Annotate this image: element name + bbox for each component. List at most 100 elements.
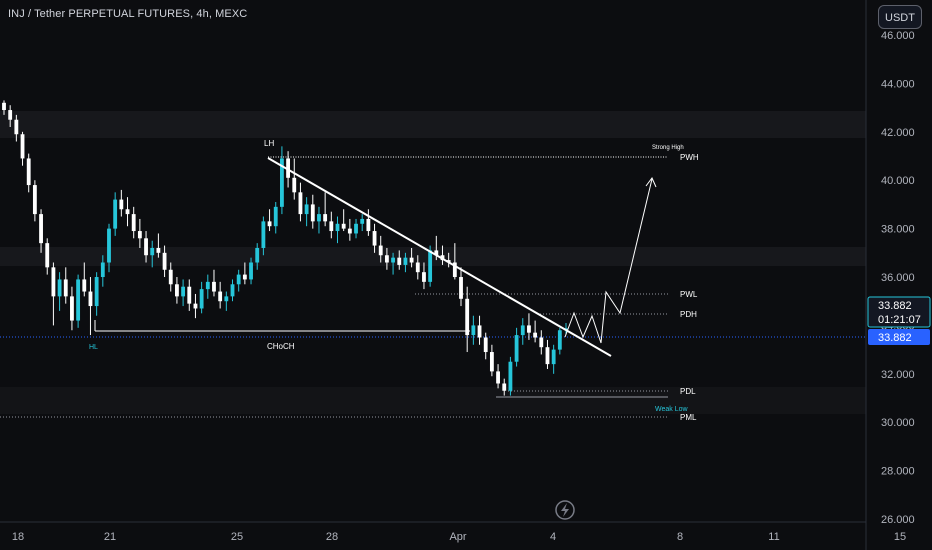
candle-body xyxy=(508,361,513,391)
candle-body xyxy=(137,231,142,239)
candle-body xyxy=(341,223,346,229)
candle-body xyxy=(323,214,328,222)
currency-button[interactable]: USDT xyxy=(878,5,922,29)
candle-body xyxy=(520,325,525,336)
candle-body xyxy=(131,214,136,232)
demand-zone xyxy=(0,387,866,414)
candle-body xyxy=(162,252,167,270)
candle-body xyxy=(415,262,420,273)
candle-body xyxy=(354,223,358,234)
projection-arrowhead xyxy=(645,177,657,188)
candle-body xyxy=(168,269,173,285)
candle-body xyxy=(94,277,99,307)
chart-title: INJ / Tether PERPETUAL FUTURES, 4h, MEXC xyxy=(8,8,248,20)
candle-body xyxy=(545,347,550,365)
candle-body xyxy=(224,296,229,302)
candle-body xyxy=(304,204,309,215)
candle-body xyxy=(335,223,340,232)
candle-body xyxy=(82,279,87,292)
lightning-icon[interactable] xyxy=(555,500,575,520)
candle-body xyxy=(187,286,192,304)
strong-high-label: Strong High xyxy=(652,145,684,151)
candle-body xyxy=(181,286,186,297)
candle-body xyxy=(310,204,315,222)
candle-body xyxy=(199,289,204,309)
candle-body xyxy=(360,218,365,224)
candle-body xyxy=(57,279,62,297)
candle-body xyxy=(150,247,155,256)
candle-body xyxy=(422,272,426,282)
y-tick-label: 38.000 xyxy=(881,224,915,236)
candle-body xyxy=(156,247,161,253)
candle-body xyxy=(471,325,476,336)
candle-body xyxy=(452,262,457,278)
candle-body xyxy=(527,325,531,333)
y-tick-label: 32.000 xyxy=(881,369,915,381)
candle-body xyxy=(242,274,247,280)
candle-body xyxy=(51,267,56,297)
candle-body xyxy=(76,279,81,321)
candle-body xyxy=(205,281,210,290)
candle-body xyxy=(236,274,241,285)
candle-body xyxy=(459,277,463,299)
candle-body xyxy=(533,332,538,338)
candle-body xyxy=(212,281,216,292)
price-tag-current-text: 33.882 xyxy=(878,332,912,344)
x-tick-label: 11 xyxy=(768,531,779,543)
candle-body xyxy=(428,250,433,282)
candle-body xyxy=(193,303,198,309)
candle-body xyxy=(514,335,519,362)
x-tick-label: 4 xyxy=(550,531,556,543)
pwl-label: PWL xyxy=(680,290,698,299)
candle-body xyxy=(391,257,395,263)
candle-body xyxy=(32,185,37,215)
candle-body xyxy=(292,177,297,193)
y-tick-label: 28.000 xyxy=(881,466,915,478)
y-tick-label: 26.000 xyxy=(881,514,915,526)
candle-body xyxy=(409,257,414,263)
candle-body xyxy=(8,110,13,120)
trendline xyxy=(267,157,612,357)
candle-body xyxy=(298,192,303,215)
supply-zone xyxy=(0,111,866,138)
x-tick-label: Apr xyxy=(449,531,466,543)
y-tick-label: 44.000 xyxy=(881,78,915,90)
pml-label: PML xyxy=(680,413,697,422)
candle-body xyxy=(317,214,321,222)
candle-body xyxy=(218,291,223,302)
candle-body xyxy=(125,209,130,215)
y-tick-label: 36.000 xyxy=(881,272,915,284)
candle-body xyxy=(384,255,389,263)
candle-body xyxy=(378,245,383,256)
candle-body xyxy=(267,221,272,227)
time-axis[interactable]: 18 21 25 28 Apr 4 8 11 15 xyxy=(12,531,906,543)
x-tick-label: 8 xyxy=(677,531,683,543)
candle-body xyxy=(557,330,562,350)
weak-low-label: Weak Low xyxy=(655,406,688,413)
candle-body xyxy=(465,298,470,336)
candle-body xyxy=(144,238,148,256)
pdh-label: PDH xyxy=(680,310,697,319)
candle-body xyxy=(434,250,439,256)
y-tick-label: 46.000 xyxy=(881,30,915,42)
candle-body xyxy=(502,383,507,391)
y-tick-label: 40.000 xyxy=(881,175,915,187)
price-tag-price: 33.882 xyxy=(878,300,912,312)
candle-body xyxy=(14,119,19,135)
price-tag-countdown: 33.882 01:21:07 xyxy=(867,296,931,328)
candle-body xyxy=(279,158,284,207)
candle-body xyxy=(2,102,6,111)
choch-label: CHoCH xyxy=(267,342,295,351)
price-axis[interactable]: 46.00044.00042.00040.00038.00036.00034.0… xyxy=(881,30,915,526)
candle-body xyxy=(100,262,105,278)
annotations: LH HL CHoCH Strong High PWH PWL PDH PDL … xyxy=(89,139,699,422)
candle-body xyxy=(286,158,291,178)
candle-body xyxy=(273,206,278,227)
x-tick-label: 21 xyxy=(104,531,116,543)
zone-bands xyxy=(0,111,866,414)
pdl-label: PDL xyxy=(680,387,696,396)
candle-body xyxy=(39,214,43,244)
candle-body xyxy=(366,218,371,232)
y-tick-label: 42.000 xyxy=(881,127,915,139)
